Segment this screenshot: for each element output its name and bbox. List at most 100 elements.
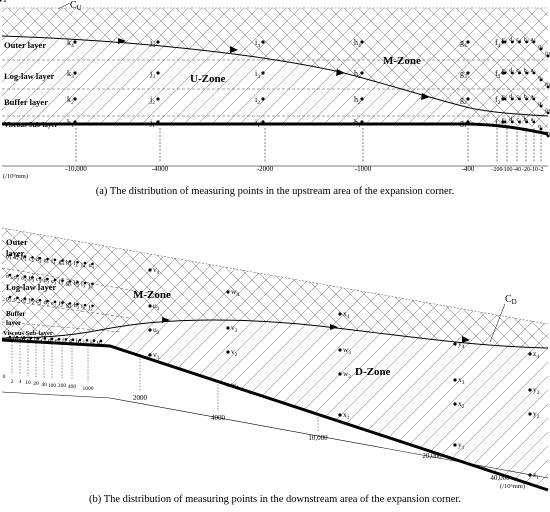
downstream-m-zone-region — [2, 228, 548, 348]
measuring-point — [546, 54, 550, 58]
point-label: e2 — [502, 94, 507, 101]
point-label: f1 — [495, 118, 501, 129]
measuring-point — [31, 298, 34, 301]
measuring-point — [525, 97, 528, 101]
measuring-point — [16, 254, 19, 258]
measuring-point — [8, 295, 12, 299]
downstream-layer-label: layer — [6, 248, 25, 258]
measuring-point — [53, 300, 57, 304]
measuring-point — [57, 337, 61, 341]
measuring-point — [338, 348, 342, 352]
upstream-axis: -10,000 -4000 -2000 -1000 -400 -200 -100 -40 -20… — [2, 128, 548, 173]
point-label: j3 — [149, 69, 155, 80]
downstream-layer-label: Buffer — [6, 310, 25, 318]
measuring-point — [510, 40, 514, 44]
measuring-point — [466, 97, 470, 101]
point-label: h4 — [354, 38, 361, 49]
point-label: a2 — [531, 94, 536, 101]
point-label: i4 — [74, 260, 79, 268]
measuring-point — [525, 71, 528, 75]
downstream-tick-label: 40,000 — [490, 474, 510, 482]
point-label: i3 — [81, 281, 86, 289]
point-label: z1 — [533, 470, 539, 481]
point-label: b3 — [29, 275, 35, 283]
point-label: y1 — [458, 440, 465, 451]
measuring-point — [73, 120, 77, 124]
point-label: x4 — [343, 309, 350, 320]
measuring-point — [453, 402, 457, 406]
measuring-point — [525, 120, 528, 124]
point-label: f4 — [495, 38, 501, 49]
measuring-point — [8, 335, 12, 339]
point-label: c2 — [36, 298, 42, 306]
upstream-zone-label-m: M-Zone — [383, 55, 421, 67]
downstream-axis: 02 4 10 20 40 100 200 400 10002000400010,00020,0… — [1, 341, 549, 482]
point-label: j4 — [80, 261, 86, 269]
point-label: o1 — [6, 335, 12, 343]
point-label: u3 — [153, 301, 160, 312]
point-label: e1 — [55, 337, 60, 345]
upstream-flow-arrow — [421, 93, 430, 100]
upstream-layer-label: Log-law layer — [4, 71, 55, 81]
measuring-point — [8, 253, 12, 257]
point-label: o'4 — [6, 273, 13, 281]
measuring-point — [50, 337, 54, 341]
point-label: y2 — [533, 409, 540, 420]
measuring-point — [78, 338, 82, 342]
upstream-tick-label: -100 — [502, 167, 513, 173]
measuring-point — [453, 378, 457, 382]
point-label: e2 — [51, 300, 57, 308]
measuring-point — [29, 336, 33, 340]
measuring-point — [61, 259, 64, 262]
downstream-flow-arrow — [162, 317, 170, 323]
measuring-point — [510, 120, 514, 124]
point-label: c3 — [36, 276, 42, 284]
measuring-point — [53, 258, 57, 262]
point-label: f2 — [59, 301, 64, 309]
point-label: b4 — [524, 37, 530, 44]
downstream-layer-label: Outer — [6, 237, 28, 247]
downstream-tick-label: 0 — [3, 374, 6, 380]
measuring-point — [226, 326, 230, 330]
point-label: f3 — [59, 279, 64, 287]
point-label: i3 — [255, 69, 260, 80]
measuring-point — [546, 134, 550, 138]
measuring-point — [8, 273, 12, 277]
point-label: d3 — [44, 277, 50, 285]
measuring-point — [503, 120, 507, 124]
point-label: z3 — [0, 0, 6, 4]
point-label: j1 — [89, 339, 94, 347]
measuring-point — [148, 353, 152, 357]
point-label: d1 — [48, 337, 54, 345]
point-label: (o'4) — [545, 50, 550, 58]
measuring-point — [68, 302, 72, 305]
measuring-point — [338, 372, 342, 376]
downstream-zone-label-d: D-Zone — [355, 366, 391, 378]
point-label: (o'2) — [545, 107, 550, 115]
point-label: w2 — [343, 369, 351, 380]
downstream-cd-curve — [1, 319, 549, 349]
measuring-point — [91, 262, 94, 266]
point-label: k3 — [67, 69, 74, 80]
point-label: g1 — [69, 338, 75, 346]
downstream-tick-label: 2000 — [133, 394, 148, 402]
measuring-point — [53, 278, 57, 282]
upstream-wall — [2, 122, 549, 136]
downstream-tick-label: 400 — [68, 384, 77, 390]
point-label: u1 — [97, 339, 103, 347]
measuring-point — [73, 71, 77, 75]
measuring-point — [46, 257, 49, 261]
point-label: u2 — [153, 325, 160, 336]
measuring-point — [92, 339, 96, 342]
upstream-tick-label: -200 — [492, 167, 503, 173]
point-label: (o1) — [545, 130, 550, 138]
point-label: c2 — [516, 94, 521, 101]
measuring-point — [23, 297, 27, 300]
measuring-point — [83, 281, 87, 285]
measuring-point — [156, 97, 160, 101]
measuring-point — [503, 40, 507, 44]
measuring-point — [466, 40, 470, 44]
measuring-point — [532, 120, 536, 124]
